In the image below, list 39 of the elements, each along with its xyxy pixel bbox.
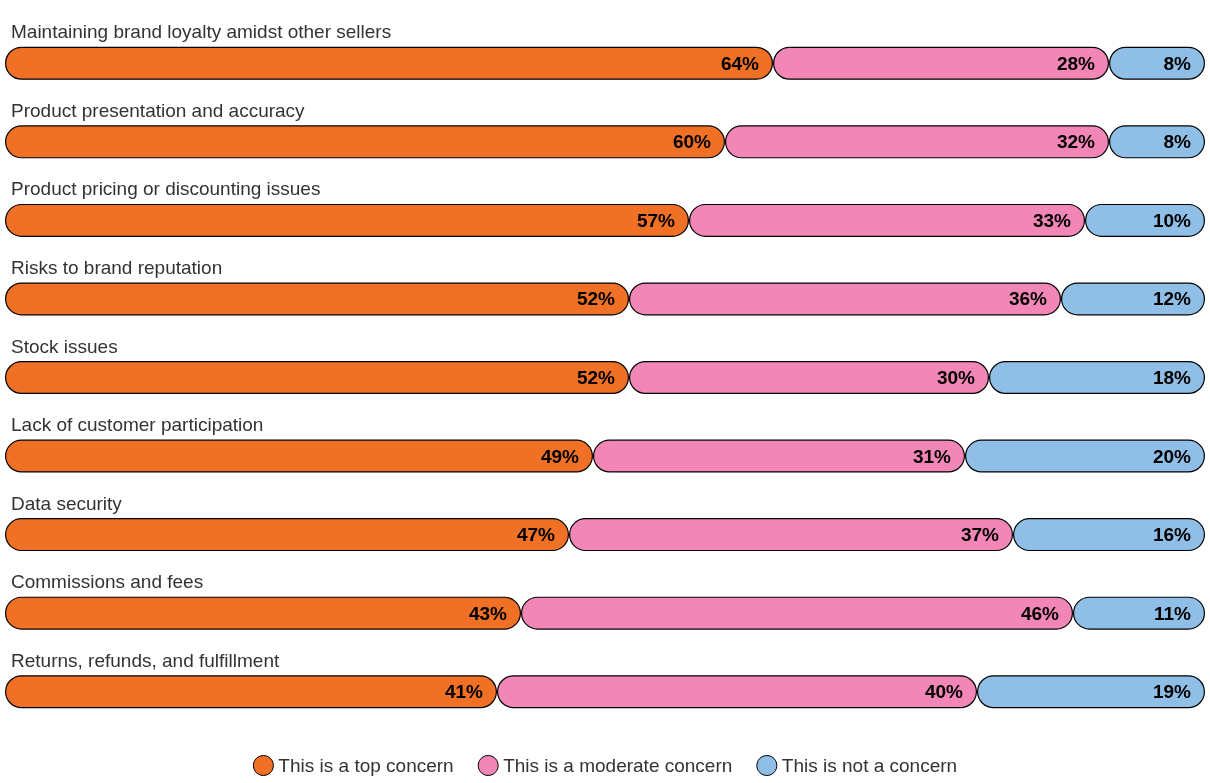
data-label: 57% [636, 209, 676, 231]
legend-label: This is a moderate concern [503, 755, 733, 776]
data-label: 12% [1152, 288, 1192, 310]
legend-label: This is a top concern [278, 755, 454, 776]
data-label: 36% [1008, 288, 1048, 310]
data-label: 18% [1152, 367, 1192, 388]
data-label: 64% [720, 52, 760, 74]
y-tick-label: Risks to brand reputation [11, 256, 223, 278]
data-label: 47% [516, 524, 556, 546]
data-label: 28% [1056, 52, 1096, 74]
data-label: 8% [1163, 131, 1192, 153]
y-tick-label: Lack of customer participation [11, 414, 264, 436]
data-label: 46% [1020, 602, 1060, 624]
data-label: 20% [1152, 445, 1192, 467]
y-tick-label: Maintaining brand loyalty amidst other sellers [11, 21, 392, 43]
data-label: 10% [1152, 209, 1192, 231]
data-label: 32% [1056, 131, 1096, 153]
data-label: 8% [1163, 52, 1192, 74]
data-label: 52% [576, 288, 616, 310]
data-label: 19% [1152, 681, 1192, 703]
data-label: 40% [924, 681, 964, 703]
data-label: 11% [1154, 602, 1192, 624]
y-tick-label: Product pricing or discounting issues [11, 178, 321, 200]
y-tick-label: Stock issues [11, 335, 118, 357]
data-label: 37% [960, 524, 1000, 546]
data-label: 33% [1032, 209, 1072, 231]
legend-label: This is not a concern [781, 755, 958, 776]
y-tick-label: Commissions and fees [11, 571, 204, 593]
data-label: 41% [444, 681, 484, 703]
data-label: 31% [912, 445, 952, 467]
data-label: 52% [576, 367, 616, 388]
data-label: 30% [936, 367, 976, 388]
data-label: 49% [540, 445, 580, 467]
data-label: 16% [1152, 524, 1192, 546]
data-label: 60% [672, 131, 712, 153]
y-tick-label: Product presentation and accuracy [11, 99, 306, 121]
y-tick-label: Data security [11, 492, 123, 514]
y-tick-label: Returns, refunds, and fulfillment [11, 649, 280, 671]
data-label: 43% [468, 602, 508, 624]
